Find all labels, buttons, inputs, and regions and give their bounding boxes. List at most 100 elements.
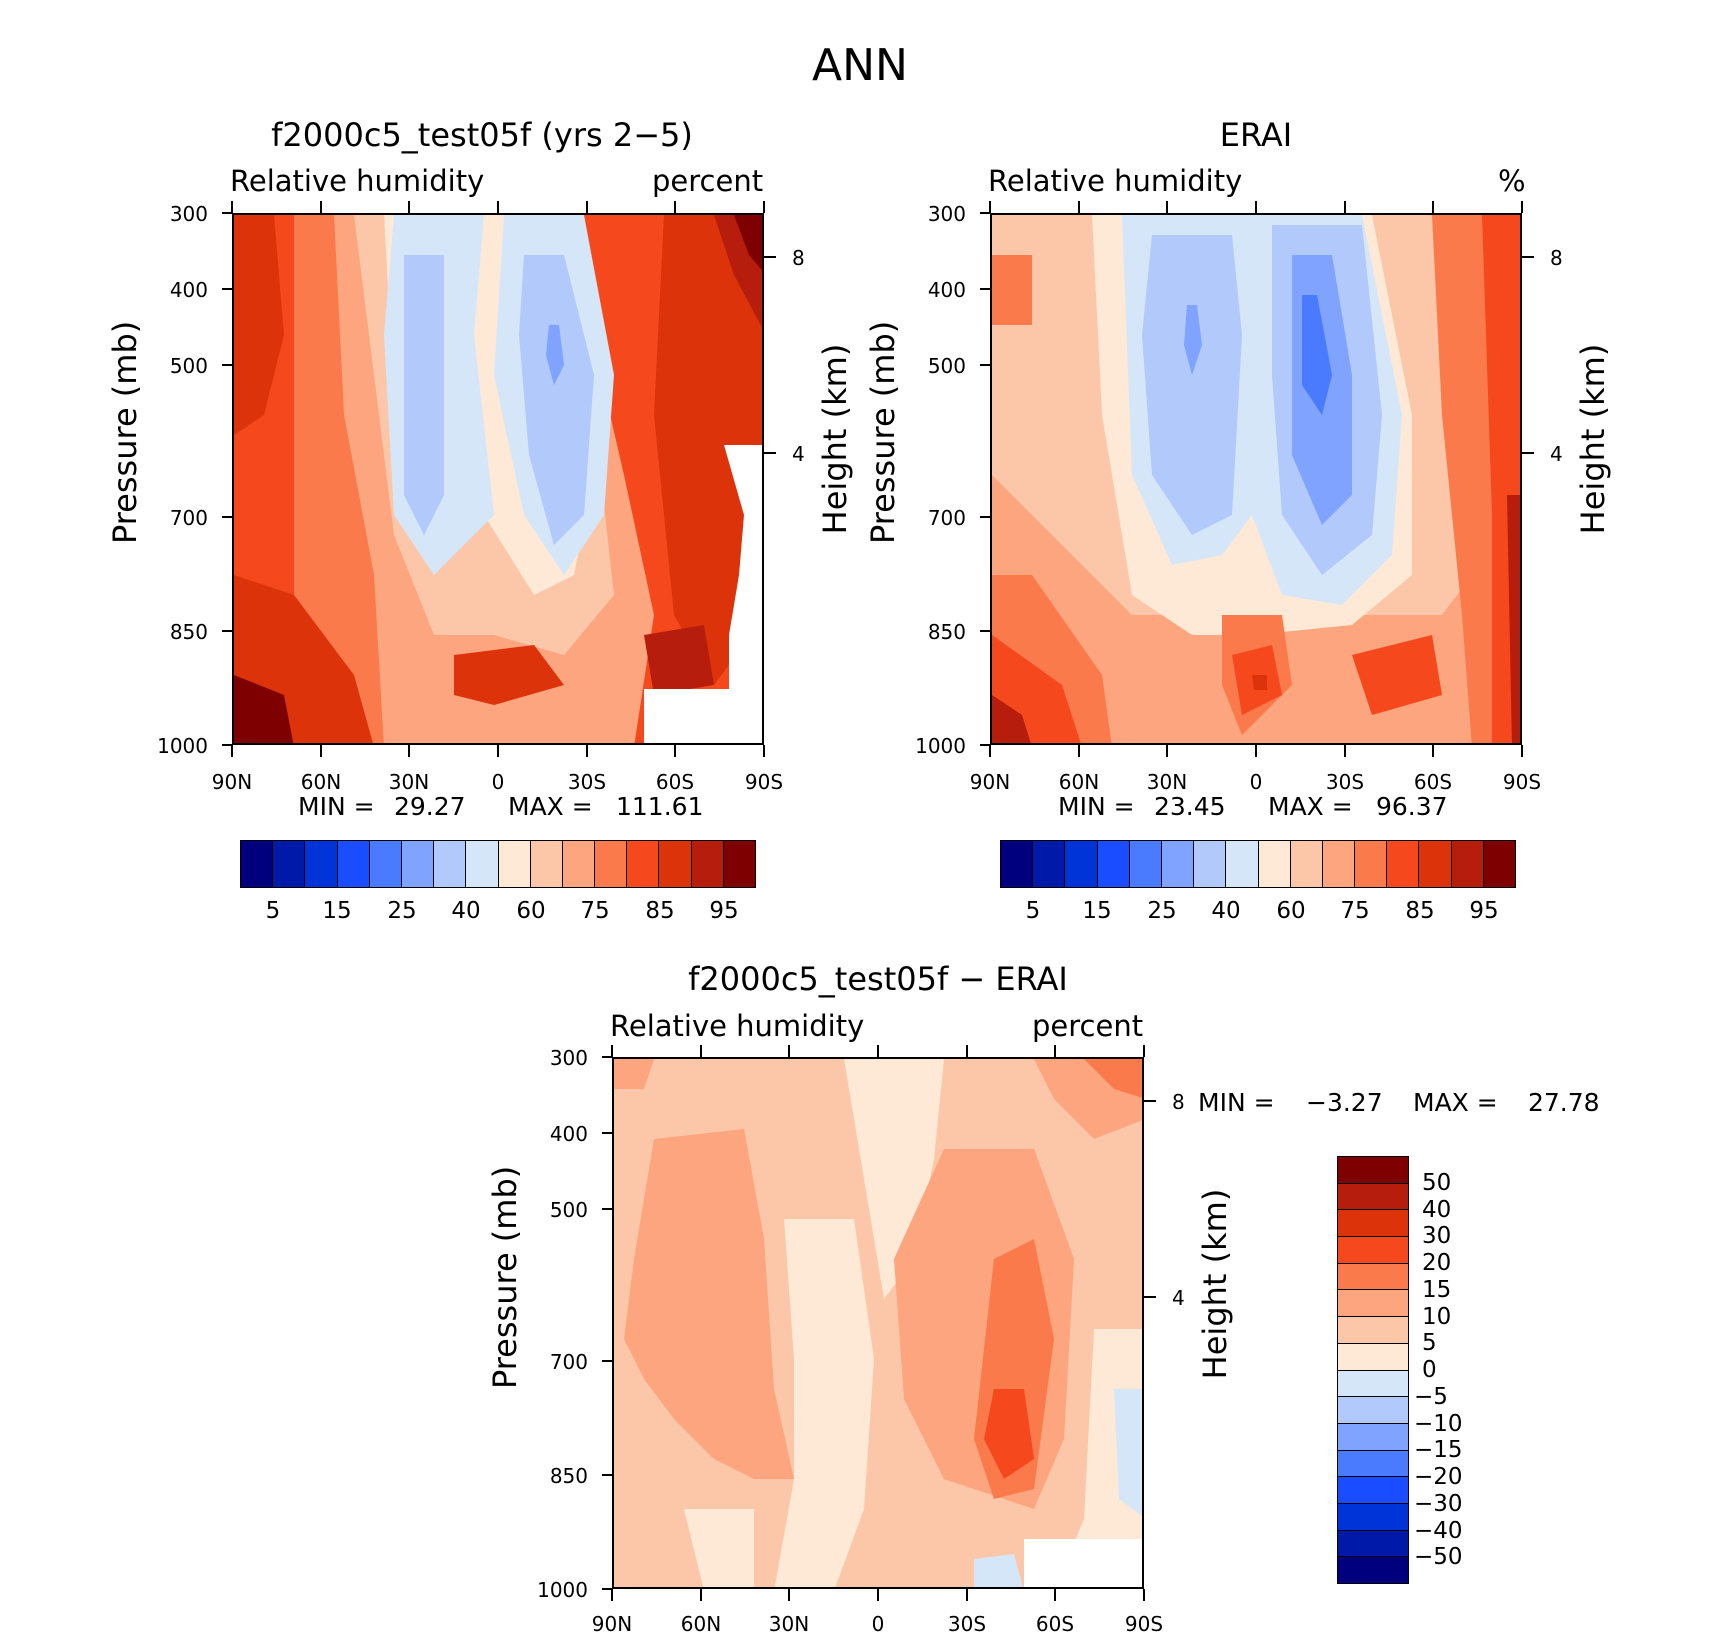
panel1-left-subtitle: Relative humidity [230,164,485,198]
cb2-swatch [1033,841,1066,887]
panel1-cb-label: 15 [322,898,352,924]
cb1-swatch [691,841,724,887]
panel1-max-value: 111.61 [616,792,704,821]
panel1-cb-label: 5 [265,898,281,924]
panel2-cb-label: 60 [1276,898,1306,924]
cb3-swatch [1338,1183,1408,1211]
panel1-xtick-30n: 30N [388,770,430,794]
panel2-ytick-500: 500 [927,354,966,378]
panel1-colorbar [240,840,756,888]
cb3-swatch [1338,1557,1408,1583]
panel2-plot-area [990,213,1522,745]
panel3-cb-label: 5 [1422,1330,1437,1356]
panel3-cb-label: −10 [1414,1411,1463,1437]
cb3-swatch [1338,1343,1408,1371]
panel1-xtick-60s: 60S [655,770,695,794]
cb3-swatch [1338,1210,1408,1238]
panel3-min-label: MIN = [1198,1088,1275,1117]
panel2-cb-label: 95 [1469,898,1499,924]
panel1-y2tick-8: 8 [792,246,805,270]
panel3-cb-label: 40 [1422,1197,1452,1223]
panel3-cb-label: −20 [1414,1464,1463,1490]
figure-title: ANN [812,40,908,91]
panel3-colorbar [1337,1156,1409,1584]
cb1-swatch [627,841,660,887]
cb3-swatch [1338,1450,1408,1478]
cb1-swatch [659,841,692,887]
cb2-swatch [1387,841,1420,887]
panel3-ytick-500: 500 [549,1198,588,1222]
panel3-ytick-400: 400 [549,1122,588,1146]
cb3-swatch [1338,1423,1408,1451]
panel2-ytick-400: 400 [927,278,966,302]
cb3-swatch [1338,1290,1408,1318]
panel2-ytick-300: 300 [927,202,966,226]
panel2-xtick-90n: 90N [969,770,1011,794]
cb1-swatch [466,841,499,887]
panel3-left-subtitle: Relative humidity [610,1009,865,1043]
panel3-y2tick-4: 4 [1172,1286,1185,1310]
panel2-cb-label: 25 [1147,898,1177,924]
cb2-swatch [1065,841,1098,887]
panel2-xtick-30s: 30S [1325,770,1365,794]
cb1-swatch [530,841,563,887]
panel3-y2tick-8: 8 [1172,1090,1185,1114]
cb3-swatch [1338,1530,1408,1558]
cb2-swatch [1194,841,1227,887]
panel2-cb-label: 75 [1340,898,1370,924]
cb3-swatch [1338,1477,1408,1504]
panel1-cb-label: 95 [709,898,739,924]
panel2-cb-label: 85 [1405,898,1435,924]
panel2-max-label: MAX = [1268,792,1353,821]
panel3-max-value: 27.78 [1528,1088,1600,1117]
panel2-ytick-1000: 1000 [915,734,966,758]
panel2-xtick-60n: 60N [1058,770,1100,794]
panel1-ytick-700: 700 [169,506,208,530]
panel2-contour-fill [992,215,1520,743]
panel1-xtick-90s: 90S [744,770,784,794]
cb1-swatch [337,841,370,887]
panel1-ytick-500: 500 [169,354,208,378]
panel3-contour-fill [614,1059,1142,1587]
panel3-right-subtitle: percent [1032,1009,1144,1043]
cb3-swatch [1338,1157,1408,1184]
panel2-ytick-850: 850 [927,620,966,644]
panel3-cb-label: 30 [1422,1223,1452,1249]
panel2-xtick-0: 0 [1249,770,1263,794]
panel1-min-label: MIN = [298,792,375,821]
cb2-swatch [1419,841,1452,887]
panel2-title: ERAI [1219,116,1293,154]
cb1-swatch [562,841,596,887]
cb2-swatch [1355,841,1388,887]
panel1-xtick-60n: 60N [300,770,342,794]
panel2-max-value: 96.37 [1376,792,1448,821]
cb3-swatch [1338,1237,1408,1264]
cb2-swatch [1161,841,1195,887]
cb2-swatch [1290,841,1323,887]
panel2-cb-label: 40 [1211,898,1241,924]
panel1-contour-fill [234,215,762,743]
cb2-swatch [1483,841,1515,887]
panel3-xtick-0: 0 [871,1612,885,1636]
cb2-swatch [1226,841,1259,887]
panel1-ytick-300: 300 [169,202,208,226]
cb2-swatch [1001,841,1034,887]
cb1-swatch [595,841,628,887]
panel3-ytick-1000: 1000 [537,1578,588,1602]
cb1-swatch [305,841,338,887]
panel2-min-label: MIN = [1058,792,1135,821]
panel2-right-subtitle: % [1498,164,1526,198]
panel1-y2tick-4: 4 [792,442,805,466]
panel2-xtick-30n: 30N [1146,770,1188,794]
panel2-colorbar [1000,840,1516,888]
panel1-max-label: MAX = [508,792,593,821]
panel1-xtick-30s: 30S [567,770,607,794]
panel3-plot-area [612,1057,1144,1589]
panel3-title: f2000c5_test05f − ERAI [688,960,1068,998]
panel1-title: f2000c5_test05f (yrs 2−5) [271,116,693,154]
cb1-swatch [434,841,467,887]
panel1-cb-label: 85 [645,898,675,924]
panel3-cb-label: 15 [1422,1277,1452,1303]
panel1-plot-area [232,213,764,745]
panel3-max-label: MAX = [1413,1088,1498,1117]
